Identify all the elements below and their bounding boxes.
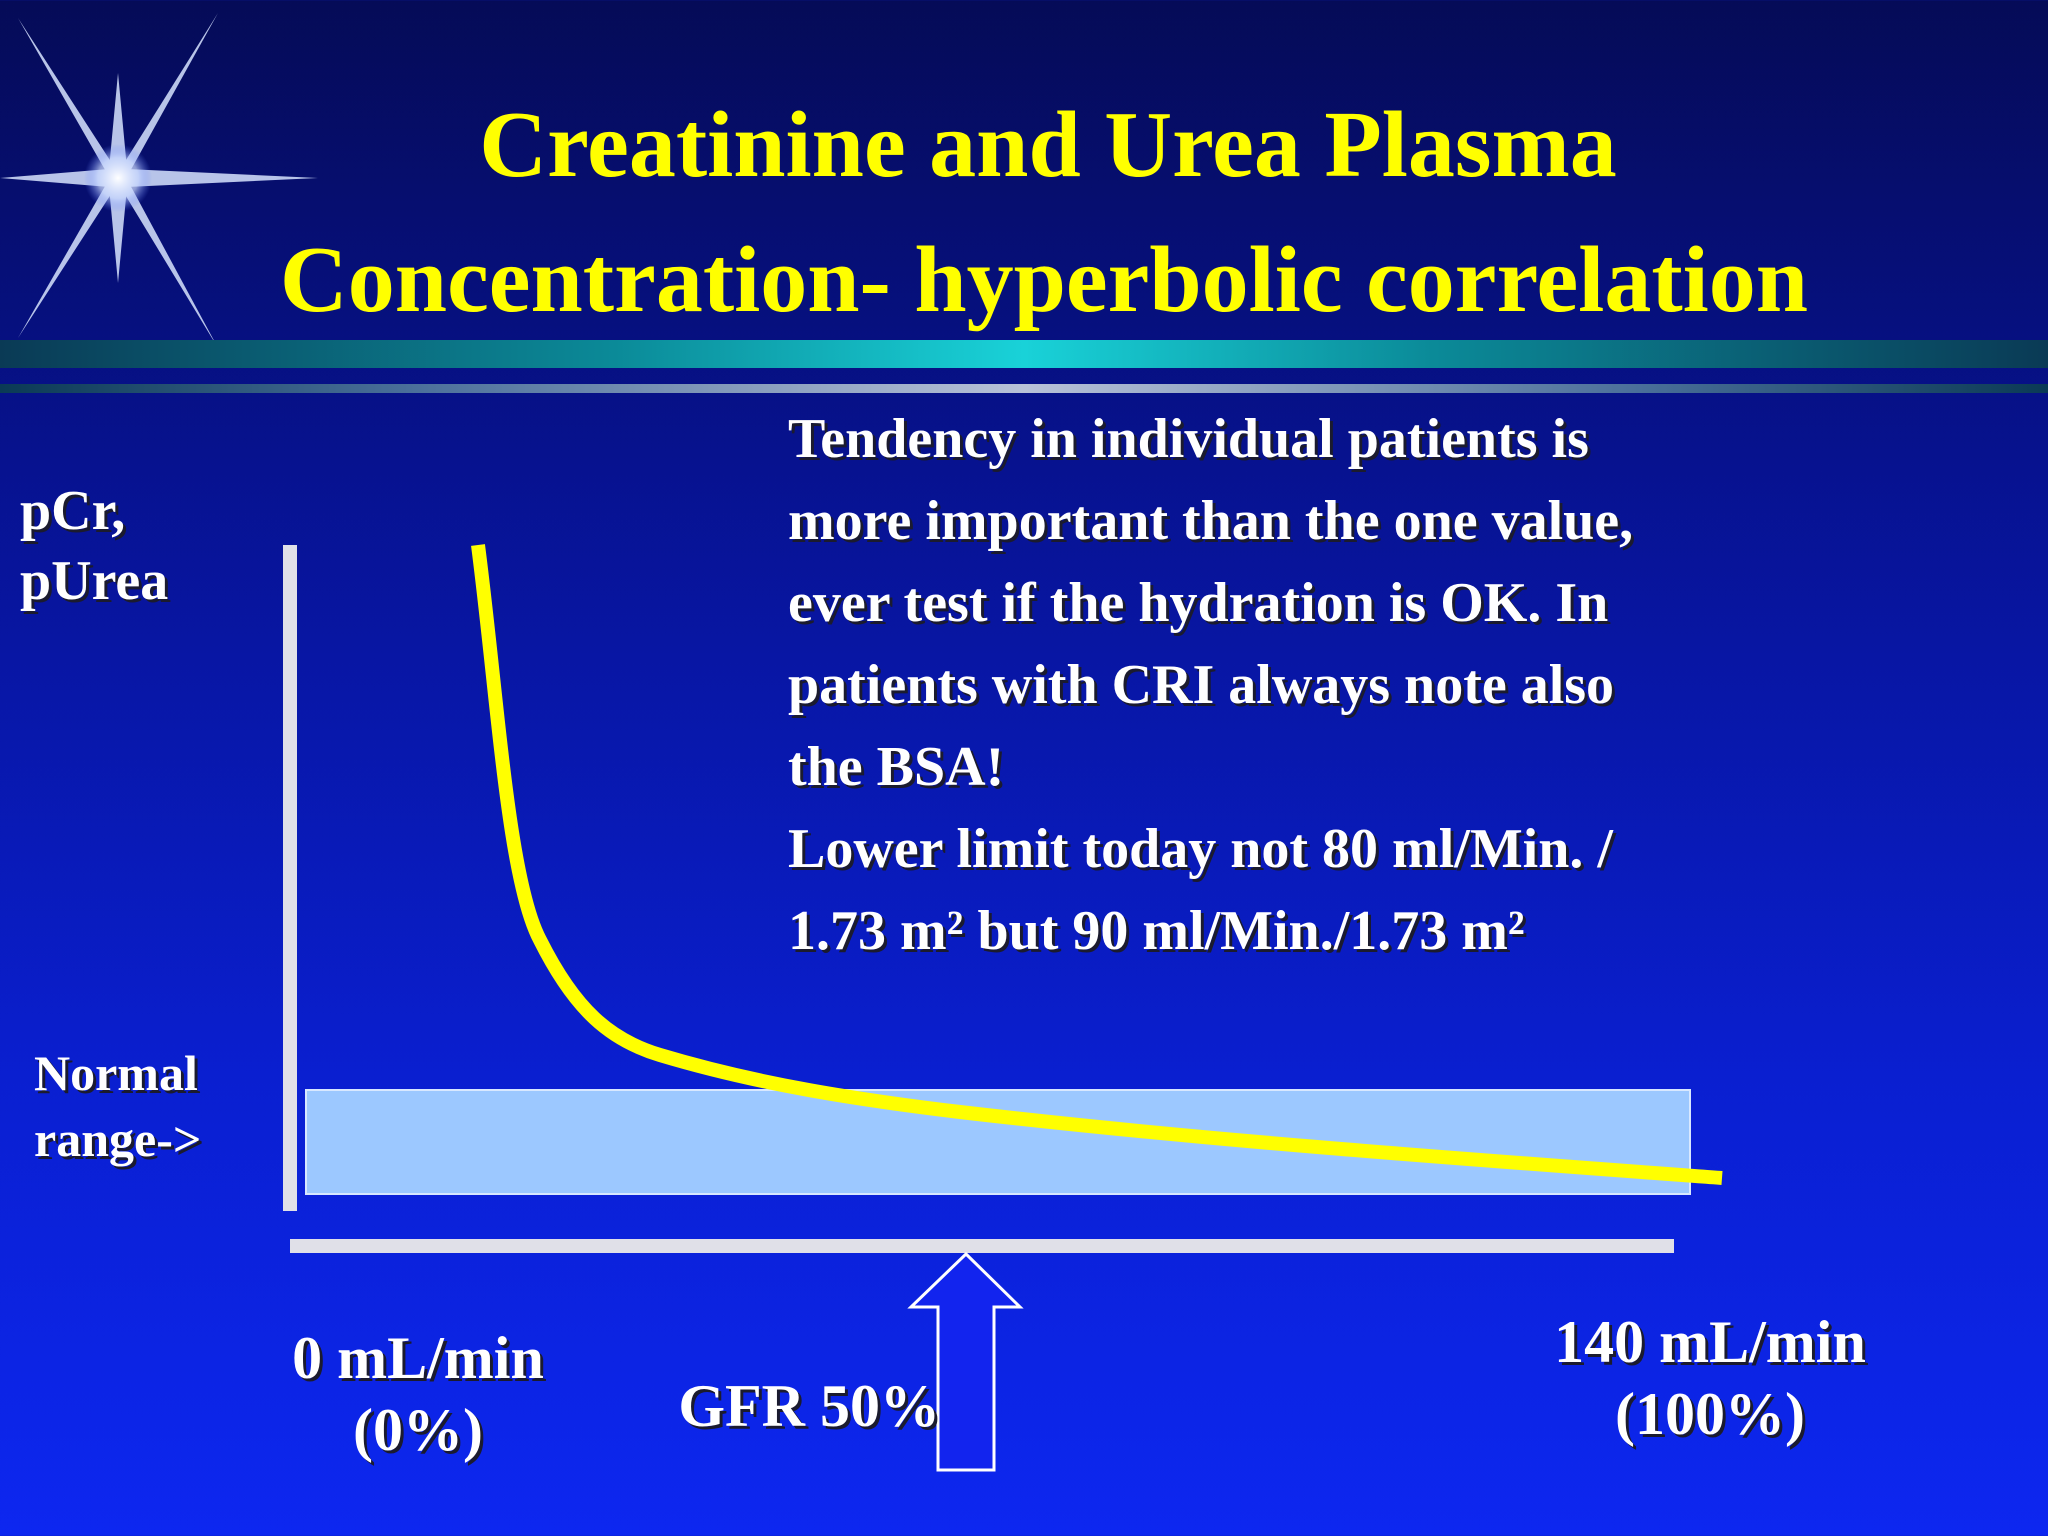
x-axis-max-label: 140 mL/min (100%) xyxy=(1500,1306,1920,1450)
star-decoration-icon xyxy=(0,13,318,348)
x-axis-min-label-line-2: (0%) xyxy=(353,1397,483,1463)
note-line-7: 1.73 m² but 90 ml/Min./1.73 m² xyxy=(788,900,1525,962)
normal-range-label-line-2: range-> xyxy=(34,1111,202,1167)
note-line-4: patients with CRI always note also xyxy=(788,654,1615,716)
header-divider-band xyxy=(0,340,2048,368)
x-axis-max-label-line-2: (100%) xyxy=(1615,1381,1805,1447)
y-axis-label: pCr, pUrea xyxy=(20,476,260,616)
normal-range-label-line-1: Normal xyxy=(34,1045,198,1101)
y-axis-line xyxy=(283,545,297,1211)
gfr-marker-label: GFR 50% xyxy=(678,1373,940,1439)
header-divider-line xyxy=(0,384,2048,393)
x-axis-min-label: 0 mL/min (0%) xyxy=(218,1322,618,1466)
note-text-block: Tendency in individual patients is more … xyxy=(788,398,1968,972)
note-line-3: ever test if the hydration is OK. In xyxy=(788,572,1609,634)
x-axis-line xyxy=(290,1239,1674,1253)
note-line-5: the BSA! xyxy=(788,736,1005,798)
y-axis-label-line-1: pCr, xyxy=(20,480,126,542)
note-line-1: Tendency in individual patients is xyxy=(788,408,1589,470)
note-line-2: more important than the one value, xyxy=(788,490,1634,552)
note-line-6: Lower limit today not 80 ml/Min. / xyxy=(788,818,1613,880)
x-axis-max-label-line-1: 140 mL/min xyxy=(1554,1309,1866,1375)
x-axis-min-label-line-1: 0 mL/min xyxy=(292,1325,544,1391)
slide-title-line-2: Concentration- hyperbolic correlation xyxy=(279,228,1809,332)
slide-title-line-1: Creatinine and Urea Plasma xyxy=(479,93,1617,197)
normal-range-label: Normal range-> xyxy=(34,1040,254,1172)
normal-range-band xyxy=(305,1089,1691,1195)
y-axis-label-line-2: pUrea xyxy=(20,550,169,612)
